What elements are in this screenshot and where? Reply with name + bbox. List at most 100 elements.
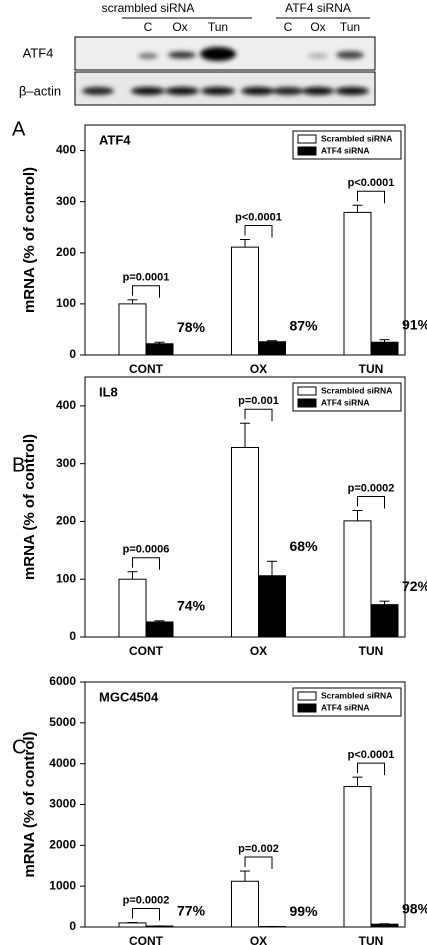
- blot-group-label: scrambled siRNA: [102, 1, 195, 15]
- blot-group-label: ATF4 siRNA: [285, 1, 351, 15]
- bar: [258, 341, 286, 356]
- band: [335, 87, 369, 95]
- legend-swatch: [297, 146, 317, 156]
- bar: [118, 922, 147, 928]
- y-axis-label: mRNA (% of control): [21, 167, 38, 313]
- bar: [370, 341, 399, 356]
- y-tick-label: 3000: [49, 797, 76, 811]
- bar: [145, 621, 174, 638]
- lane-label: Ox: [310, 20, 325, 34]
- panel-label: A: [12, 118, 26, 140]
- significance-bracket: [132, 557, 160, 570]
- y-tick-label: 6000: [49, 674, 76, 688]
- band: [308, 53, 328, 59]
- reduction-label: 68%: [290, 538, 319, 554]
- legend-label: Scrambled siRNA: [321, 690, 392, 700]
- bar: [118, 303, 147, 356]
- significance-bracket: [357, 495, 385, 509]
- legend-swatch: [297, 134, 317, 144]
- bar: [145, 343, 174, 356]
- y-axis-label: mRNA (% of control): [21, 731, 38, 877]
- lane-label: Tun: [208, 20, 228, 34]
- y-tick-label: 100: [56, 296, 76, 310]
- p-value: p<0.0001: [235, 211, 282, 223]
- bar: [145, 925, 174, 928]
- y-tick-label: 400: [56, 143, 76, 157]
- chart-title: ATF4: [99, 132, 131, 147]
- y-tick-label: 1000: [49, 878, 76, 892]
- bar: [118, 578, 147, 638]
- x-tick-label: TUN: [359, 644, 384, 658]
- p-value: p<0.0001: [348, 749, 395, 761]
- legend-label: Scrambled siRNA: [321, 385, 392, 395]
- legend-label: ATF4 siRNA: [321, 702, 370, 712]
- y-tick-label: 0: [69, 919, 76, 933]
- y-tick-label: 4000: [49, 756, 76, 770]
- x-tick-label: CONT: [129, 644, 164, 658]
- bar: [370, 604, 399, 638]
- band: [241, 87, 275, 95]
- reduction-label: 99%: [290, 903, 319, 919]
- y-tick-label: 0: [69, 347, 76, 361]
- y-tick-label: 200: [56, 245, 76, 259]
- y-tick-label: 200: [56, 514, 76, 528]
- blot-row-label: ATF4: [23, 45, 54, 60]
- significance-bracket: [244, 856, 273, 870]
- legend-swatch: [297, 386, 317, 396]
- chart-title: MGC4504: [99, 689, 159, 704]
- bar: [231, 246, 259, 356]
- band: [302, 87, 334, 95]
- x-tick-label: OX: [250, 644, 267, 658]
- reduction-label: 74%: [177, 598, 206, 614]
- significance-bracket: [244, 408, 273, 422]
- significance-bracket: [132, 285, 160, 298]
- blot-row-label: β–actin: [19, 83, 61, 98]
- reduction-label: 87%: [290, 317, 319, 333]
- bar: [258, 575, 286, 638]
- significance-bracket: [357, 762, 385, 776]
- chart-title: IL8: [99, 384, 118, 399]
- reduction-label: 72%: [402, 578, 427, 594]
- y-tick-label: 100: [56, 571, 76, 585]
- band: [272, 87, 304, 95]
- band: [165, 87, 199, 95]
- reduction-label: 77%: [177, 903, 206, 919]
- significance-bracket: [132, 908, 160, 921]
- lane-label: C: [144, 20, 153, 34]
- y-tick-label: 2000: [49, 838, 76, 852]
- significance-bracket: [244, 224, 273, 238]
- band: [168, 51, 196, 59]
- reduction-label: 98%: [402, 900, 427, 916]
- lane-label: Tun: [340, 20, 360, 34]
- reduction-label: 78%: [177, 319, 206, 335]
- x-tick-label: CONT: [129, 362, 164, 376]
- lane-label: Ox: [172, 20, 187, 34]
- y-tick-label: 5000: [49, 715, 76, 729]
- band: [82, 87, 114, 95]
- bar: [231, 880, 259, 928]
- legend-swatch: [297, 398, 317, 408]
- p-value: p=0.0002: [123, 894, 170, 906]
- western-blot: scrambled siRNA ATF4 siRNA C Ox Tun C Ox…: [19, 1, 376, 106]
- p-value: p=0.001: [238, 395, 279, 407]
- legend-swatch: [297, 691, 317, 701]
- bar: [343, 786, 372, 928]
- panel-label: B: [12, 454, 25, 476]
- y-tick-label: 400: [56, 398, 76, 412]
- significance-bracket: [357, 190, 385, 204]
- band: [201, 87, 235, 95]
- legend-label: ATF4 siRNA: [321, 145, 370, 155]
- p-value: p=0.0001: [123, 272, 170, 284]
- p-value: p=0.002: [238, 843, 279, 855]
- lane-label: C: [284, 20, 293, 34]
- band: [200, 47, 236, 61]
- x-tick-label: TUN: [359, 934, 384, 945]
- legend-label: Scrambled siRNA: [321, 133, 392, 143]
- bar: [343, 211, 372, 356]
- legend-swatch: [297, 703, 317, 713]
- bar: [343, 520, 372, 638]
